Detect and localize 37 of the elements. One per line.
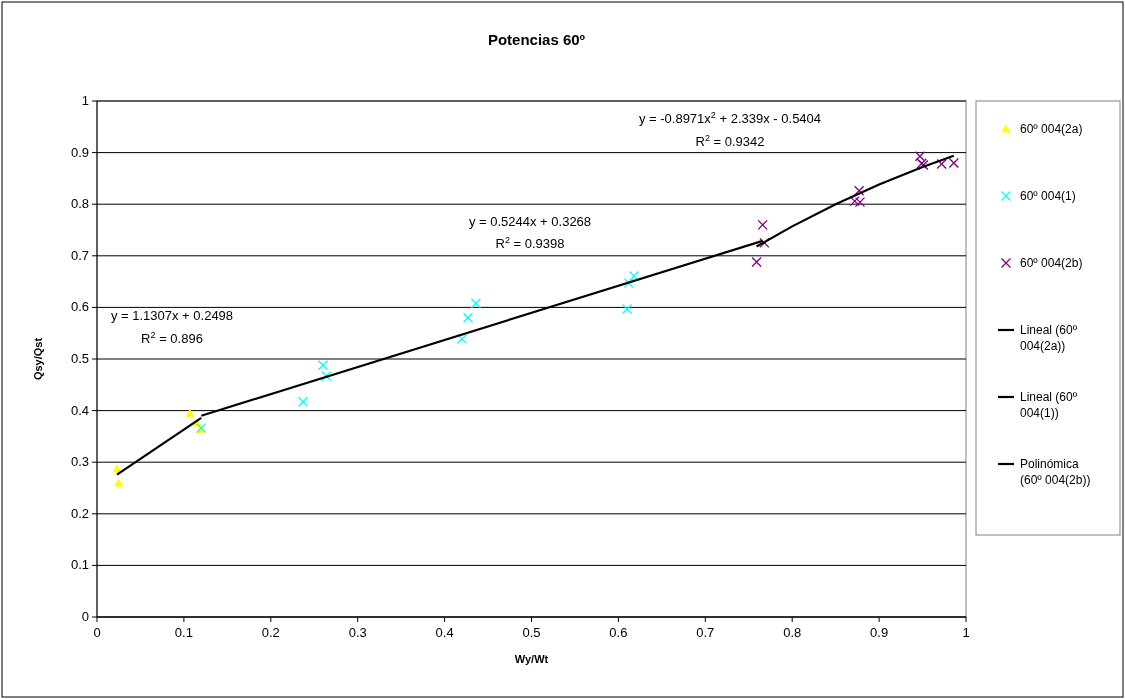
x-tick-label: 0.7	[696, 625, 715, 640]
x-tick-label: 0.2	[261, 625, 280, 640]
x-tick-label: 0.5	[522, 625, 541, 640]
y-tick-label: 0.9	[70, 144, 89, 160]
y-tick-label: 0.7	[70, 247, 89, 263]
annotation: R$^{2}$ = 0.9398	[495, 235, 565, 251]
x-tick-label: 0.3	[348, 625, 367, 640]
y-tick-label: 0.1	[70, 557, 89, 573]
y-tick-label: 0.3	[70, 454, 89, 470]
y-axis-title: Qsy/Qst	[32, 337, 44, 381]
legend-label: Lineal (60º 004(1))	[1020, 390, 1078, 420]
x-tick-label: 1	[962, 625, 970, 640]
x-tick-label: 0.4	[435, 625, 454, 640]
y-tick-label: 0.8	[70, 196, 89, 212]
legend-label: 60º 004(1)	[1020, 189, 1076, 203]
chart-title: Potencias 60º	[487, 31, 586, 48]
x-tick-label: 0.8	[783, 625, 802, 640]
y-tick-label: 0.6	[70, 299, 89, 315]
y-tick-label: 1	[81, 93, 89, 108]
legend-label: Polinómica (60º 004(2b))	[1020, 457, 1091, 487]
annotation: R$^{2}$ = 0.896	[141, 330, 203, 346]
annotation: y = 1.1307x + 0.2498	[110, 308, 234, 323]
x-tick-label: 0.6	[609, 625, 628, 640]
y-tick-label: 0.5	[70, 351, 89, 366]
legend-label: Lineal (60º 004(2a))	[1020, 323, 1078, 353]
annotation: y = 0.5244x + 0.3268	[468, 214, 592, 229]
annotation: y = -0.8971x$^{2}$ + 2.339x - 0.5404	[638, 110, 822, 126]
y-tick-label: 0.2	[70, 505, 89, 521]
x-tick-label: 0.9	[870, 625, 889, 640]
legend-label: 60º 004(2b)	[1020, 256, 1083, 270]
legend-label: 60º 004(2a)	[1020, 122, 1083, 136]
y-tick-label: 0.4	[70, 402, 89, 418]
x-axis-title: Wy/Wt	[514, 653, 549, 665]
y-tick-label: 0	[81, 609, 89, 624]
x-tick-label: 0	[93, 625, 101, 640]
x-tick-label: 0.1	[174, 625, 193, 640]
annotation: R$^{2}$ = 0.9342	[695, 133, 765, 149]
